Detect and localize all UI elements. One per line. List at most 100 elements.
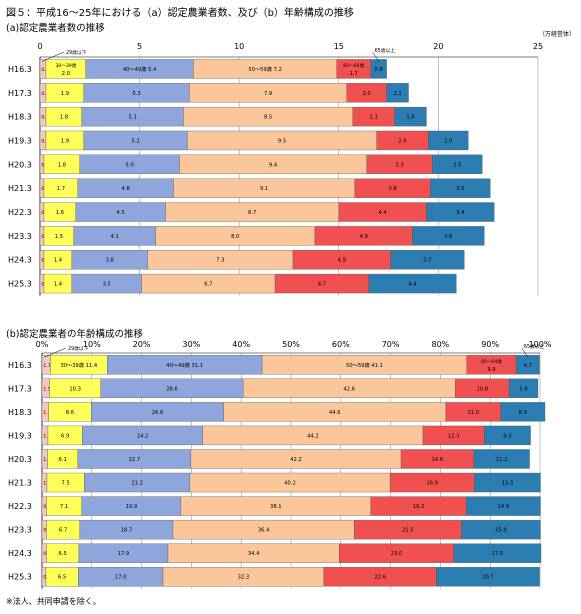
data-label-0-1-5: 1.1 [393, 91, 401, 97]
data-label-0-0-3: 50～59歳 7.2 [248, 65, 281, 73]
bar-0-5-5 [430, 178, 491, 198]
data-label-0-6-2: 4.5 [117, 210, 125, 216]
data-label-1-4-2: 22.7 [129, 457, 141, 463]
x-tick-label-1-3: 30% [183, 340, 201, 349]
data-label-1-2-3: 44.6 [329, 410, 341, 416]
data-label-1-3-1: 6.9 [61, 433, 69, 439]
data-label-0-3-3: 9.5 [278, 138, 286, 144]
data-label-0-0-1: 2.0 [62, 71, 70, 77]
category-label-1-8: H24.3 [8, 549, 32, 558]
data-label-1-0-2: 40～49歳 31.1 [166, 361, 203, 369]
data-label-1-9-3: 32.3 [238, 575, 250, 581]
data-label-1-9-4: 22.6 [374, 575, 386, 581]
data-label-1-3-5: 9.3 [503, 433, 511, 439]
category-label-0-3: H19.3 [8, 136, 32, 145]
data-label-1-4-4: 14.6 [432, 457, 444, 463]
x-tick-label-1-1: 10% [83, 340, 101, 349]
data-label-0-5-1: 1.7 [57, 186, 65, 192]
data-label-1-0-5: 4.7 [524, 363, 532, 369]
bar-1-0-5 [515, 355, 540, 375]
callout-leader-0-0 [41, 51, 65, 62]
callout-leader-0-5 [372, 51, 379, 62]
data-label-1-8-5: 17.5 [492, 551, 504, 557]
data-label-0-0-0: 0.3 [41, 67, 48, 73]
data-label-1-0-1: 30～39歳 11.4 [60, 361, 97, 369]
category-label-1-7: H23.3 [8, 526, 32, 535]
data-label-0-3-1: 1.9 [61, 138, 69, 144]
x-tick-label-1-9: 90% [481, 340, 499, 349]
bar-1-8-5 [453, 543, 542, 563]
data-label-1-1-1: 10.3 [69, 386, 81, 392]
data-label-0-2-3: 8.5 [264, 115, 272, 121]
data-label-1-8-3: 34.4 [248, 551, 260, 557]
data-label-0-6-3: 8.7 [248, 210, 256, 216]
data-label-1-8-4: 23.0 [391, 551, 403, 557]
data-label-1-7-3: 36.4 [258, 528, 270, 534]
data-label-1-0-3: 50～59歳 41.1 [346, 361, 383, 369]
data-label-1-1-3: 42.6 [343, 386, 355, 392]
bar-0-7-5 [412, 226, 485, 246]
bar-1-7-5 [461, 519, 541, 540]
data-label-1-3-2: 24.2 [137, 433, 149, 439]
data-label-0-6-5: 3.4 [456, 210, 465, 216]
data-label-0-3-4: 2.6 [398, 138, 406, 144]
category-label-1-1: H17.3 [8, 384, 32, 393]
bar-1-5-5 [474, 472, 541, 493]
data-label-0-6-4: 4.4 [378, 210, 387, 216]
data-label-0-4-4: 3.3 [395, 162, 403, 168]
data-label-0-5-4: 3.8 [388, 186, 396, 192]
callout-leader-1-5 [521, 347, 529, 358]
category-label-0-6: H22.3 [8, 208, 32, 217]
data-label-1-8-2: 17.9 [118, 551, 130, 557]
bar-0-4-5 [432, 154, 483, 174]
data-label-1-9-1: 6.5 [58, 575, 66, 581]
data-label-0-4-3: 9.4 [269, 162, 278, 168]
data-label-1-7-5: 15.9 [495, 528, 507, 534]
x-tick-label-0-2: 10 [234, 42, 244, 51]
series-callout-0-4: 60～64歳 [343, 62, 364, 69]
data-label-0-9-5: 4.4 [408, 282, 417, 288]
data-label-0-7-5: 3.6 [444, 234, 452, 240]
series-callout-0-1: 30～39歳 [55, 62, 76, 69]
data-label-1-2-2: 26.6 [152, 410, 164, 416]
data-label-0-5-2: 4.8 [122, 186, 130, 192]
category-label-1-0: H16.3 [8, 361, 32, 370]
data-label-0-7-2: 4.1 [111, 234, 119, 240]
x-tick-label-1-8: 80% [432, 340, 450, 349]
data-label-0-8-4: 4.9 [338, 258, 346, 264]
data-label-0-3-0: 0.3 [41, 138, 48, 144]
data-label-1-3-4: 12.3 [448, 433, 460, 439]
category-label-0-7: H23.3 [8, 232, 32, 241]
data-label-1-2-0: 1.3 [43, 410, 50, 416]
series-callout-0-5: 65歳以上 [375, 47, 396, 54]
bar-1-6-5 [466, 496, 541, 516]
data-label-1-5-2: 21.2 [131, 481, 143, 487]
bar-0-2-5 [394, 106, 427, 127]
category-label-1-5: H21.3 [8, 479, 32, 488]
data-label-0-8-3: 7.3 [216, 258, 224, 264]
x-tick-label-1-0: 0% [36, 340, 49, 349]
data-label-0-7-4: 4.9 [360, 234, 368, 240]
x-tick-label-0-3: 15 [334, 42, 344, 51]
x-tick-label-1-4: 40% [232, 340, 250, 349]
bar-1-1-5 [508, 378, 539, 399]
data-label-0-8-1: 1.4 [54, 258, 63, 264]
data-label-1-5-4: 16.9 [426, 481, 438, 487]
data-label-1-4-3: 42.2 [290, 457, 302, 463]
bar-0-8-5 [390, 250, 465, 270]
data-label-0-2-5: 1.6 [406, 115, 414, 121]
data-label-0-0-4: 1.7 [350, 71, 358, 77]
data-label-1-6-1: 7.1 [60, 504, 68, 510]
chart-a-title: (a)認定農業者数の推移 [6, 23, 105, 34]
category-label-0-4: H20.3 [8, 160, 32, 169]
series-callout-0-0: 29歳以下 [66, 49, 87, 56]
data-label-1-5-5: 13.3 [502, 481, 514, 487]
data-label-0-2-4: 2.1 [370, 115, 378, 121]
footnote: ※法人、共同申請を除く。 [6, 597, 101, 606]
data-label-1-0-4: 9.9 [487, 367, 495, 373]
data-label-0-3-5: 2.0 [444, 138, 452, 144]
series-callout-1-0: 29歳以下 [68, 345, 89, 352]
data-label-1-0-0: 1.7 [43, 363, 50, 369]
data-label-0-9-4: 4.7 [318, 282, 326, 288]
category-label-1-9: H25.3 [8, 573, 32, 582]
